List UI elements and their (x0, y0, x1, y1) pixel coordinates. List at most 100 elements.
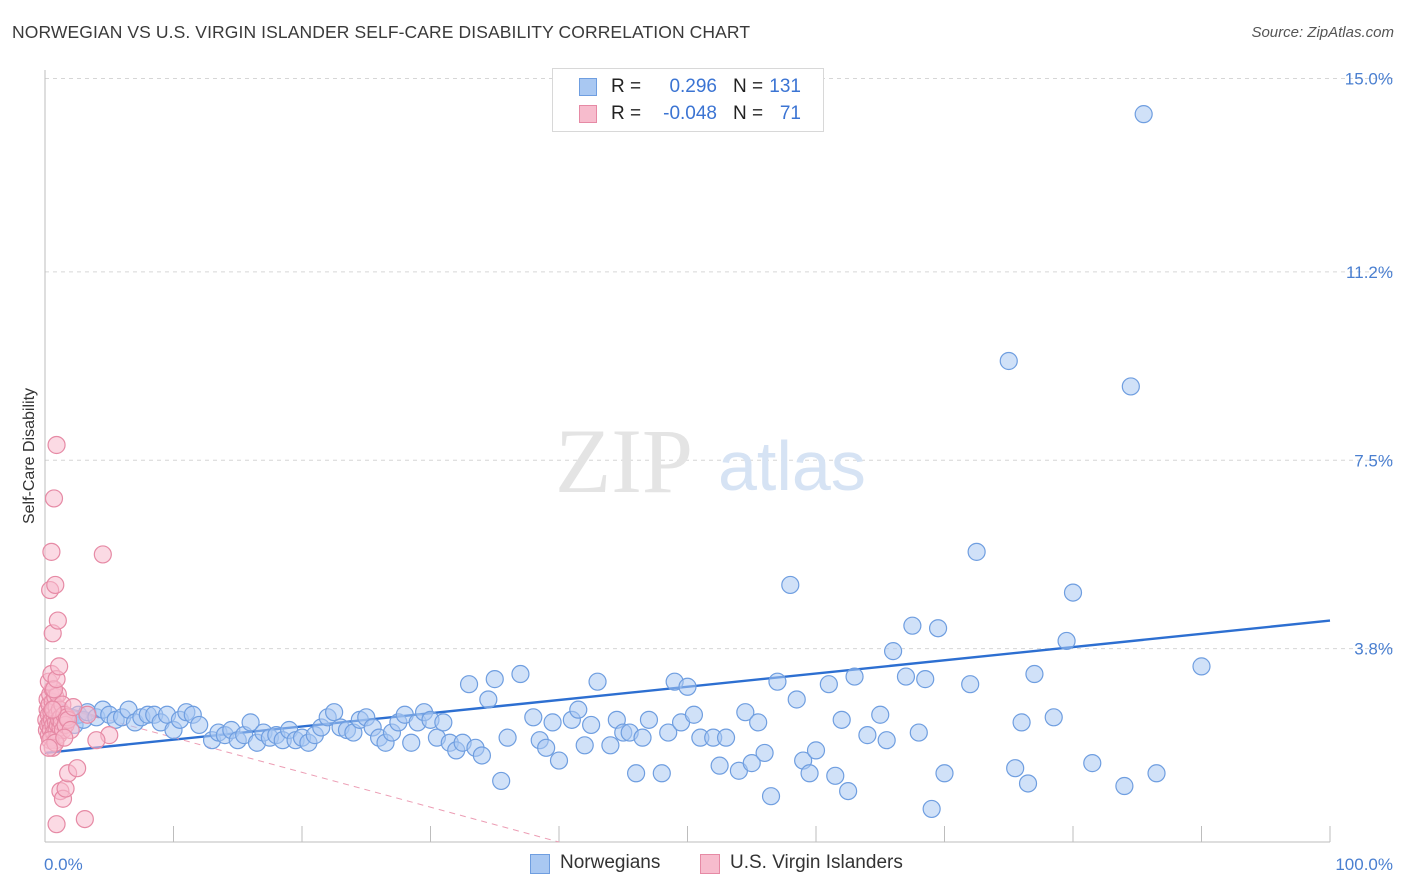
point-virgin-islanders (87, 731, 106, 750)
point-norwegians (781, 575, 800, 595)
legend-r-value: 0.296 (669, 76, 717, 97)
point-norwegians (1018, 774, 1038, 793)
point-norwegians (716, 728, 736, 747)
legend-row-norwegians: R = 0.296 N = 131 (553, 74, 823, 100)
point-virgin-islanders (75, 809, 94, 829)
point-virgin-islanders (39, 738, 58, 757)
point-norwegians (659, 723, 678, 742)
point-virgin-islanders (56, 779, 75, 798)
point-norwegians (537, 738, 556, 757)
point-norwegians (575, 736, 594, 755)
point-norwegians (839, 781, 858, 801)
point-virgin-islanders (46, 575, 65, 595)
point-norwegians (1044, 708, 1063, 727)
point-norwegians (871, 705, 890, 724)
point-norwegians (826, 766, 845, 785)
point-norwegians (511, 664, 530, 684)
watermark: ZIP atlas (555, 410, 866, 512)
point-norwegians (1134, 105, 1153, 124)
chart-title: NORWEGIAN VS U.S. VIRGIN ISLANDER SELF-C… (12, 22, 751, 42)
point-norwegians (1147, 764, 1166, 783)
y-tick-label: 15.0% (1345, 70, 1393, 89)
point-norwegians (601, 736, 620, 755)
point-norwegians (761, 787, 781, 806)
point-norwegians (787, 690, 806, 709)
point-norwegians (967, 542, 986, 561)
x-tick-label: 0.0% (44, 855, 83, 874)
point-virgin-islanders (50, 657, 69, 676)
point-norwegians (479, 690, 498, 709)
point-norwegians (190, 715, 209, 735)
point-norwegians (883, 642, 903, 661)
legend-label-virgin-islanders: U.S. Virgin Islanders (730, 852, 903, 873)
point-norwegians (858, 726, 877, 745)
point-norwegians (684, 705, 704, 724)
point-norwegians (832, 710, 851, 729)
legend-swatch-norwegians (530, 854, 550, 874)
grid-lines (45, 78, 1395, 650)
point-norwegians (909, 723, 928, 742)
point-norwegians (543, 713, 562, 732)
point-norwegians (1083, 754, 1102, 773)
point-norwegians (710, 756, 729, 775)
point-norwegians (1057, 631, 1076, 651)
legend-n-label: N = (733, 103, 764, 124)
legend-swatch-virgin-islanders (700, 854, 720, 874)
y-tick-label: 7.5% (1354, 451, 1393, 470)
point-norwegians (768, 672, 787, 691)
tick-labels: 3.8% 7.5% 11.2% 15.0% 0.0% 100.0% (44, 70, 1393, 875)
legend-label-norwegians: Norwegians (560, 852, 661, 873)
point-norwegians (800, 764, 819, 783)
point-norwegians (582, 715, 601, 735)
point-norwegians (639, 710, 659, 729)
point-virgin-islanders (68, 759, 87, 778)
legend-swatch-virgin-islanders (579, 105, 597, 123)
point-norwegians (652, 764, 671, 783)
point-norwegians (588, 672, 607, 691)
point-norwegians (434, 713, 453, 732)
point-norwegians (1115, 776, 1134, 796)
point-norwegians (678, 677, 697, 696)
point-norwegians (633, 728, 652, 747)
point-virgin-islanders (44, 489, 64, 508)
point-norwegians (736, 703, 755, 722)
point-norwegians (524, 708, 543, 727)
y-tick-label: 3.8% (1354, 640, 1393, 659)
correlation-legend: R = 0.296 N = 131 R = -0.048 N = 71 (552, 68, 824, 132)
point-virgin-islanders (78, 705, 97, 724)
watermark-zip: ZIP (555, 410, 693, 512)
point-virgin-islanders (93, 545, 112, 564)
point-norwegians (961, 675, 980, 694)
point-norwegians (1006, 759, 1025, 778)
legend-n-label: N = (733, 76, 764, 97)
point-virgin-islanders (64, 698, 83, 717)
point-norwegians (1192, 657, 1211, 676)
point-norwegians (1121, 377, 1140, 396)
point-norwegians (903, 616, 922, 635)
point-norwegians (922, 799, 941, 819)
point-norwegians (819, 675, 838, 694)
point-norwegians (1025, 664, 1044, 684)
point-norwegians (485, 670, 504, 689)
point-virgin-islanders (48, 611, 67, 630)
point-norwegians (928, 619, 948, 638)
point-virgin-islanders (47, 435, 66, 455)
y-axis-label: Self-Care Disability (21, 388, 38, 524)
point-norwegians (402, 733, 421, 752)
watermark-atlas: atlas (718, 427, 866, 505)
point-norwegians (325, 703, 344, 722)
point-norwegians (626, 764, 646, 783)
point-virgin-islanders (43, 700, 62, 719)
source-label: Source: ZipAtlas.com (1251, 24, 1394, 41)
point-virgin-islanders (42, 542, 61, 561)
data-points (37, 105, 1211, 834)
point-virgin-islanders (55, 728, 74, 747)
point-norwegians (755, 743, 774, 763)
legend-n-value: 131 (769, 76, 801, 97)
legend-r-value: -0.048 (663, 103, 717, 124)
point-norwegians (459, 675, 479, 694)
point-norwegians (241, 713, 260, 732)
point-norwegians (472, 746, 491, 765)
point-norwegians (845, 667, 864, 686)
